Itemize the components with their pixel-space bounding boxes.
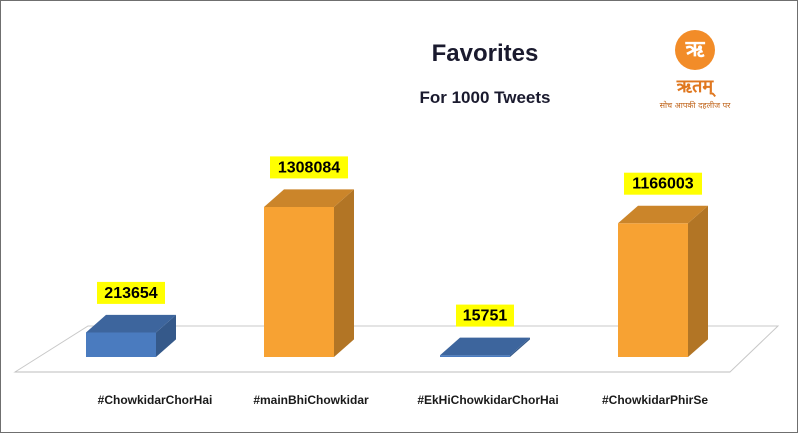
data-label-1: 213654 xyxy=(97,281,165,304)
data-label-text-4: 1166003 xyxy=(632,176,694,193)
data-label-2: 1308084 xyxy=(270,156,348,179)
data-label-bg-3 xyxy=(456,304,514,327)
category-label-3: #EkHiChowkidarChorHai xyxy=(417,393,558,407)
data-label-4: 1166003 xyxy=(624,172,702,195)
bar-front-4 xyxy=(618,223,688,357)
chart-title: Favorites xyxy=(431,40,539,67)
bar-side-1 xyxy=(156,314,176,357)
data-label-bg-4 xyxy=(624,172,702,195)
bar-4 xyxy=(618,205,708,357)
logo-tagline: सोच आपकी दहलीज पर xyxy=(659,101,731,110)
data-label-3: 15751 xyxy=(456,304,514,327)
bar-side-3 xyxy=(510,337,530,357)
category-label-4: #ChowkidarPhirSe xyxy=(602,393,708,407)
bar-front-3 xyxy=(440,355,510,357)
bar-front-1 xyxy=(86,332,156,357)
data-label-bg-2 xyxy=(270,156,348,179)
bar-side-4 xyxy=(688,205,708,357)
bar-side-2 xyxy=(334,189,354,357)
data-label-text-2: 1308084 xyxy=(278,159,340,176)
data-label-bg-1 xyxy=(97,281,165,304)
chart-subtitle: For 1000 Tweets xyxy=(419,88,551,107)
bar-top-3 xyxy=(440,337,530,356)
data-label-text-1: 213654 xyxy=(104,285,157,302)
bar-top-2 xyxy=(264,189,354,207)
bar-top-4 xyxy=(618,205,708,224)
logo-wordmark: ऋतम् xyxy=(676,76,714,97)
bar-3 xyxy=(440,337,530,357)
bar-front-2 xyxy=(264,207,334,357)
bar-1 xyxy=(86,314,176,357)
category-label-1: #ChowkidarChorHai xyxy=(98,393,213,407)
brand-logo: ऋ ऋतम् सोच आपकी दहलीज पर xyxy=(640,28,750,118)
data-label-text-3: 15751 xyxy=(463,308,508,325)
logo-emblem: ऋ xyxy=(675,30,715,70)
category-label-2: #mainBhiChowkidar xyxy=(253,393,369,407)
bar-top-1 xyxy=(86,314,176,333)
bar-2 xyxy=(264,189,354,357)
